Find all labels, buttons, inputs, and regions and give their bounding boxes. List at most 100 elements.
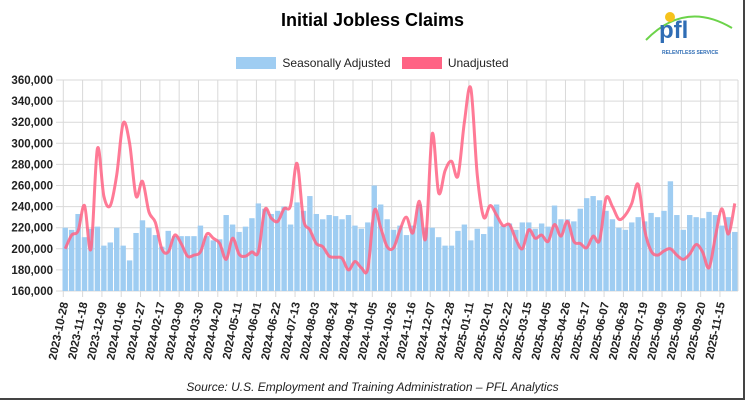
bar-seasonally-adjusted	[146, 227, 152, 291]
legend-item-unadjusted[interactable]: Unadjusted	[401, 56, 509, 70]
bar-seasonally-adjusted	[622, 229, 629, 291]
bar-seasonally-adjusted	[590, 196, 596, 291]
legend-swatch-bar	[236, 57, 277, 69]
bar-seasonally-adjusted	[326, 215, 332, 291]
bar-seasonally-adjusted	[88, 228, 94, 291]
bar-seasonally-adjusted	[468, 240, 474, 291]
bar-seasonally-adjusted	[120, 245, 126, 291]
y-tick-label: 180,000	[11, 265, 53, 277]
bar-seasonally-adjusted	[538, 223, 545, 291]
bar-seasonally-adjusted	[551, 205, 558, 291]
bar-seasonally-adjusted	[442, 245, 448, 291]
y-tick-label: 300,000	[11, 138, 53, 150]
bar-seasonally-adjusted	[165, 230, 171, 291]
bar-seasonally-adjusted	[133, 232, 139, 291]
bar-seasonally-adjusted	[397, 225, 403, 291]
bar-seasonally-adjusted	[474, 228, 480, 291]
bar-seasonally-adjusted	[371, 185, 377, 291]
bar-seasonally-adjusted	[281, 206, 287, 291]
bar-seasonally-adjusted	[223, 215, 229, 291]
bar-seasonally-adjusted	[345, 215, 352, 291]
bar-seasonally-adjusted	[416, 204, 423, 291]
bar-seasonally-adjusted	[706, 211, 712, 291]
svg-text:RELENTLESS SERVICE: RELENTLESS SERVICE	[662, 50, 719, 56]
bar-seasonally-adjusted	[268, 213, 274, 291]
bar-seasonally-adjusted	[81, 237, 88, 291]
legend-label: Unadjusted	[447, 56, 509, 70]
bar-seasonally-adjusted	[242, 226, 249, 291]
bar-seasonally-adjusted	[107, 242, 113, 291]
bar-seasonally-adjusted	[674, 215, 680, 291]
bar-seasonally-adjusted	[719, 225, 725, 291]
y-tick-label: 340,000	[11, 96, 53, 108]
y-tick-label: 280,000	[11, 159, 53, 171]
bar-seasonally-adjusted	[287, 224, 294, 291]
bar-seasonally-adjusted	[249, 218, 255, 291]
bar-seasonally-adjusted	[480, 234, 487, 291]
y-tick-label: 240,000	[11, 202, 53, 214]
bar-seasonally-adjusted	[75, 213, 81, 291]
bar-seasonally-adjusted	[410, 225, 416, 291]
bar-seasonally-adjusted	[403, 235, 410, 291]
bar-seasonally-adjusted	[210, 240, 216, 291]
bar-seasonally-adjusted	[236, 231, 242, 291]
bar-seasonally-adjusted	[712, 215, 719, 291]
bar-seasonally-adjusted	[635, 217, 641, 291]
bar-seasonally-adjusted	[435, 237, 442, 291]
y-tick-label: 360,000	[11, 75, 53, 87]
legend-item-seasonally-adjusted[interactable]: Seasonally Adjusted	[236, 56, 391, 70]
bar-seasonally-adjusted	[126, 260, 133, 291]
bar-seasonally-adjusted	[294, 202, 300, 291]
svg-text:pfl: pfl	[659, 17, 688, 44]
bar-seasonally-adjusted	[365, 222, 371, 291]
bar-seasonally-adjusted	[159, 246, 165, 291]
bar-seasonally-adjusted	[191, 236, 197, 291]
bar-seasonally-adjusted	[384, 219, 390, 291]
bar-seasonally-adjusted	[461, 224, 468, 291]
bar-seasonally-adjusted	[320, 219, 326, 291]
bar-seasonally-adjusted	[667, 181, 674, 291]
bar-seasonally-adjusted	[62, 227, 68, 291]
legend-swatch-line	[401, 57, 442, 69]
bar-seasonally-adjusted	[629, 222, 635, 291]
bar-seasonally-adjusted	[571, 221, 577, 291]
bar-seasonally-adjusted	[152, 235, 159, 291]
bar-seasonally-adjusted	[68, 229, 75, 291]
bar-seasonally-adjusted	[352, 225, 358, 291]
bar-seasonally-adjusted	[358, 228, 365, 291]
bar-seasonally-adjusted	[300, 210, 307, 291]
bar-seasonally-adjusted	[500, 225, 506, 291]
bar-seasonally-adjusted	[603, 210, 609, 291]
bar-seasonally-adjusted	[448, 245, 455, 291]
bar-seasonally-adjusted	[423, 227, 429, 291]
bar-seasonally-adjusted	[609, 219, 616, 291]
bar-seasonally-adjusted	[217, 239, 223, 291]
bar-seasonally-adjusted	[641, 221, 648, 291]
bar-seasonally-adjusted	[101, 245, 107, 291]
bar-seasonally-adjusted	[596, 200, 603, 291]
bar-seasonally-adjusted	[307, 196, 313, 291]
bar-seasonally-adjusted	[197, 225, 204, 291]
bar-seasonally-adjusted	[487, 226, 493, 291]
bar-seasonally-adjusted	[114, 227, 120, 291]
bar-seasonally-adjusted	[577, 208, 583, 291]
bar-seasonally-adjusted	[339, 219, 345, 291]
chart-title: Initial Jobless Claims	[280, 10, 465, 30]
bar-seasonally-adjusted	[229, 224, 236, 291]
bar-seasonally-adjusted	[94, 226, 101, 291]
bar-seasonally-adjusted	[184, 236, 191, 291]
bar-seasonally-adjusted	[558, 219, 564, 291]
bar-seasonally-adjusted	[390, 229, 397, 291]
bar-seasonally-adjusted	[274, 210, 281, 291]
bar-seasonally-adjusted	[204, 236, 210, 291]
bar-seasonally-adjusted	[262, 208, 268, 291]
bar-seasonally-adjusted	[564, 219, 571, 291]
bar-seasonally-adjusted	[332, 216, 339, 291]
bar-seasonally-adjusted	[545, 226, 551, 291]
legend-label: Seasonally Adjusted	[282, 56, 391, 70]
bar-seasonally-adjusted	[178, 236, 184, 291]
bar-seasonally-adjusted	[429, 227, 435, 291]
bar-seasonally-adjusted	[377, 204, 384, 291]
y-tick-label: 320,000	[11, 117, 53, 129]
